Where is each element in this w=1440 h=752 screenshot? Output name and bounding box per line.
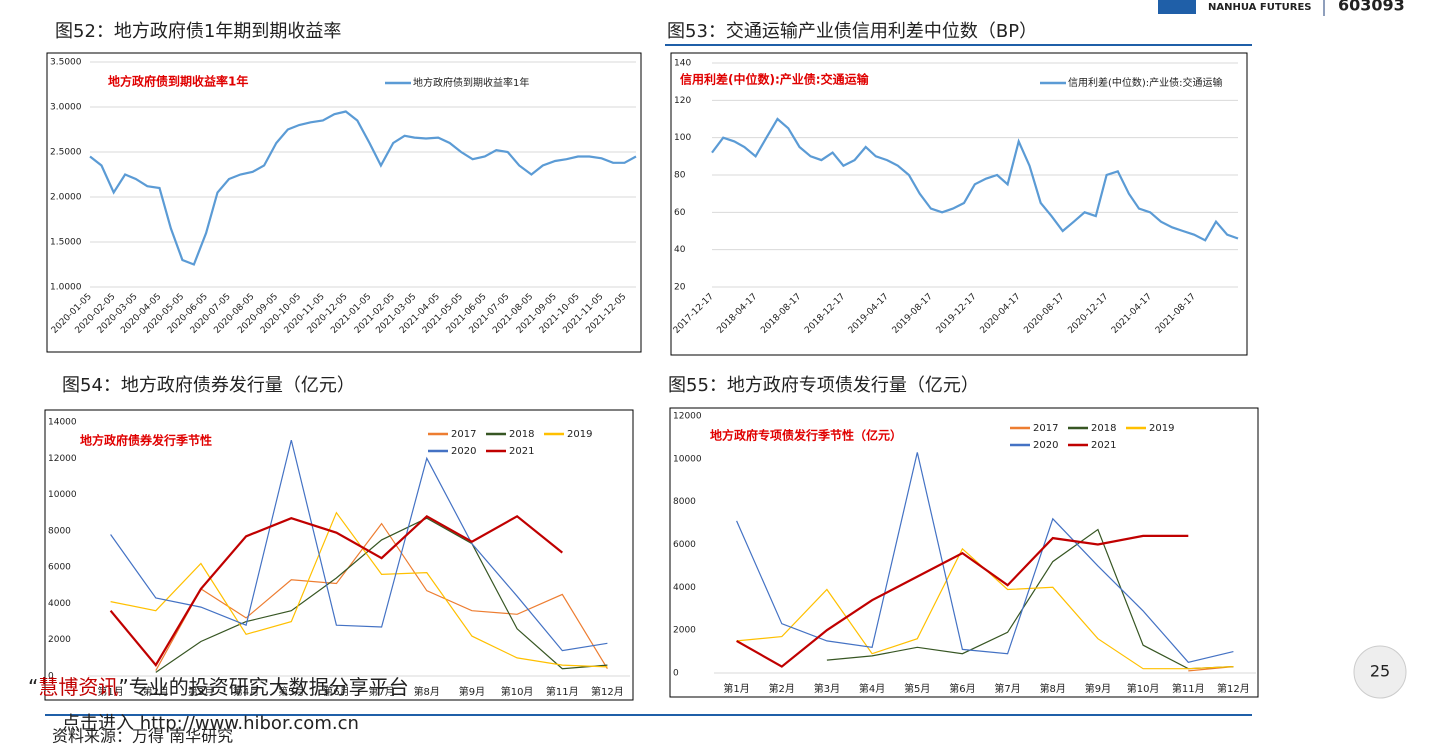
chart-frame: [46, 52, 642, 353]
series-line: [109, 514, 563, 668]
x-tick-label: 第9月: [1085, 682, 1111, 695]
legend-label: 2020: [451, 446, 476, 457]
x-tick-label: 第7月: [994, 682, 1020, 695]
x-tick-label: 第11月: [546, 685, 579, 698]
x-tick-label: 第6月: [949, 682, 975, 695]
series-line: [89, 110, 637, 266]
chart-title: 图52：地方政府债1年期到期收益率: [55, 21, 341, 42]
watermark-brand: 慧博资讯: [38, 675, 118, 699]
y-tick-label: 8000: [673, 497, 696, 507]
legend-label: 2021: [1091, 440, 1116, 451]
y-tick-label: 8000: [48, 526, 71, 536]
x-tick-label: 第9月: [459, 685, 485, 698]
y-tick-label: 1.0000: [50, 283, 82, 293]
y-tick-label: 6000: [673, 540, 696, 550]
x-tick-label: 第3月: [814, 682, 840, 695]
legend-label: 信用利差(中位数):产业债:交通运输: [1068, 76, 1223, 89]
legend-label: 2021: [509, 446, 534, 457]
y-tick-label: 80: [674, 171, 686, 181]
x-tick-label: 第5月: [278, 685, 304, 698]
x-tick-label: 第5月: [904, 682, 930, 695]
chart-frame: [670, 52, 1248, 356]
x-tick-label: 第1月: [723, 682, 749, 695]
series-line: [110, 511, 608, 668]
x-tick-label: 第12月: [1217, 682, 1250, 695]
y-tick-label: 60: [674, 208, 686, 218]
series-line: [736, 534, 1189, 668]
x-tick-label: 第7月: [368, 685, 394, 698]
annotation: 地方政府债到期收益率1年: [108, 74, 248, 89]
logo-icon: [1158, 0, 1196, 14]
y-tick-label: 2.5000: [50, 148, 82, 158]
annotation: 地方政府专项债发行季节性（亿元）: [710, 428, 902, 443]
y-tick-label: 140: [674, 59, 691, 69]
x-tick-label: 第2月: [769, 682, 795, 695]
annotation: 信用利差(中位数):产业债:交通运输: [680, 72, 870, 87]
y-tick-label: 3.5000: [50, 58, 82, 68]
chart-title: 图53：交通运输产业债信用利差中位数（BP）: [667, 21, 1037, 42]
series-line: [155, 517, 608, 673]
y-tick-label: 12000: [48, 454, 77, 464]
y-tick-label: 1.5000: [50, 238, 82, 248]
x-tick-label: 第12月: [591, 685, 624, 698]
y-tick-label: 0: [48, 672, 54, 682]
y-tick-label: 2000: [48, 635, 71, 645]
legend-label: 2017: [1033, 423, 1058, 434]
x-tick-label: 第2月: [143, 685, 169, 698]
y-tick-label: 0: [673, 669, 679, 679]
legend-label: 2019: [567, 429, 592, 440]
source: 资料来源：万得 南华研究: [52, 727, 233, 746]
y-tick-label: 10000: [48, 490, 77, 500]
annotation: 地方政府债券发行季节性: [80, 433, 212, 448]
x-tick-label: 第8月: [414, 685, 440, 698]
legend-label: 2019: [1149, 423, 1174, 434]
y-tick-label: 3.0000: [50, 103, 82, 113]
y-tick-label: 2.0000: [50, 193, 82, 203]
series-line: [736, 452, 1234, 663]
series-line: [155, 522, 608, 671]
chart-title: 图54：地方政府债券发行量（亿元）: [62, 375, 355, 396]
watermark-part: “: [28, 675, 38, 699]
chart-frame: [669, 407, 1259, 698]
x-tick-label: 第4月: [859, 682, 885, 695]
page-number: 25: [1370, 662, 1390, 681]
x-tick-label: 第10月: [1127, 682, 1160, 695]
y-tick-label: 4000: [48, 599, 71, 609]
y-tick-label: 10000: [673, 454, 702, 464]
legend-label: 地方政府债到期收益率1年: [413, 76, 529, 89]
x-tick-label: 第11月: [1172, 682, 1205, 695]
legend-label: 2018: [509, 429, 534, 440]
series-line: [711, 117, 1239, 242]
chart-frame: [44, 409, 634, 701]
x-tick-label: 第10月: [501, 685, 534, 698]
y-tick-label: 6000: [48, 563, 71, 573]
y-tick-label: 20: [674, 283, 686, 293]
legend-label: 2020: [1033, 440, 1058, 451]
legend-label: 2017: [451, 429, 476, 440]
y-tick-label: 4000: [673, 583, 696, 593]
y-tick-label: 14000: [48, 418, 77, 428]
chart-title: 图55：地方政府专项债发行量（亿元）: [668, 375, 979, 396]
x-tick-label: 第1月: [97, 685, 123, 698]
watermark-part: ”专业的投资研究大数据分享平台: [118, 675, 408, 699]
x-tick-label: 第8月: [1040, 682, 1066, 695]
company-name: NANHUA FUTURES: [1208, 2, 1312, 13]
watermark: “慧博资讯”专业的投资研究大数据分享平台: [28, 675, 409, 699]
x-tick-label: 第4月: [233, 685, 259, 698]
legend-label: 2018: [1091, 423, 1116, 434]
x-tick-label: 第3月: [188, 685, 214, 698]
page-badge: [1353, 645, 1407, 699]
y-tick-label: 12000: [673, 412, 702, 422]
stock-code: 603093: [1338, 0, 1405, 15]
y-tick-label: 120: [674, 96, 691, 106]
y-tick-label: 100: [674, 133, 691, 143]
series-line: [826, 528, 1234, 670]
series-line: [110, 439, 608, 652]
watermark-link: 点击进入 http://www.hibor.com.cn: [62, 713, 359, 734]
x-tick-label: 第6月: [323, 685, 349, 698]
y-tick-label: 40: [674, 245, 686, 255]
y-tick-label: 2000: [673, 626, 696, 636]
